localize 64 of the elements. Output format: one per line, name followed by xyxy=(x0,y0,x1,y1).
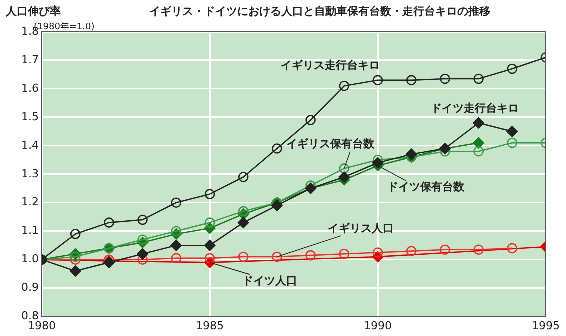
point xyxy=(339,164,350,174)
point xyxy=(204,253,216,264)
point xyxy=(104,218,114,228)
point xyxy=(474,244,484,256)
point xyxy=(473,117,484,129)
point xyxy=(272,252,282,262)
annotation: イギリス走行台キロ xyxy=(280,58,380,72)
y-tick-label: 0.9 xyxy=(22,281,39,294)
annotation: ドイツ走行台キロ xyxy=(430,102,519,115)
point xyxy=(406,75,417,86)
point xyxy=(507,64,518,74)
point xyxy=(440,74,450,84)
point xyxy=(507,243,518,254)
y-tick-label: 1.2 xyxy=(22,196,39,209)
y-tick-label: 1.7 xyxy=(22,53,39,66)
point xyxy=(338,172,350,183)
x-tick-label: 1990 xyxy=(364,319,392,332)
point xyxy=(238,172,249,182)
point xyxy=(306,115,316,126)
point xyxy=(238,252,249,262)
annotation: イギリス人口 xyxy=(328,222,394,235)
point xyxy=(170,240,182,252)
point xyxy=(138,254,148,265)
point xyxy=(171,253,182,264)
point xyxy=(238,217,250,228)
annotation: ドイツ保有台数 xyxy=(388,180,466,194)
annotation: ドイツ人口 xyxy=(242,274,298,288)
point xyxy=(70,229,81,240)
point xyxy=(137,248,148,260)
point xyxy=(406,246,417,256)
chart-title: イギリス・ドイツにおける人口と自動車保有台数・走行台キロの推移 xyxy=(150,4,490,18)
y-tick-label: 1.0 xyxy=(22,252,39,266)
x-tick-label: 1985 xyxy=(196,319,224,332)
point xyxy=(372,157,384,169)
y-tick-label: 1.5 xyxy=(22,110,39,124)
annotation: イギリス保有台数 xyxy=(286,138,376,151)
point xyxy=(272,144,282,154)
y-axis-title: 人口伸び率 xyxy=(5,4,61,18)
point xyxy=(138,214,148,226)
y-tick-label: 1.1 xyxy=(22,224,39,238)
point xyxy=(372,75,384,86)
point xyxy=(171,198,182,208)
point xyxy=(339,80,350,92)
y-tick-label: 1.6 xyxy=(22,82,39,95)
point xyxy=(473,137,484,149)
y-tick-label: 1.4 xyxy=(22,138,39,152)
point xyxy=(238,206,249,217)
point xyxy=(138,234,148,246)
point xyxy=(506,126,518,138)
point xyxy=(306,250,316,261)
point xyxy=(474,74,484,84)
point xyxy=(440,244,450,256)
point xyxy=(204,189,216,200)
point xyxy=(204,218,216,228)
point xyxy=(70,266,82,277)
point xyxy=(204,240,216,252)
y-tick-label: 1.3 xyxy=(22,167,39,180)
point xyxy=(372,248,384,258)
x-tick-label: 1995 xyxy=(532,319,560,332)
point xyxy=(70,252,81,262)
point xyxy=(339,248,350,260)
point xyxy=(474,146,484,157)
point xyxy=(507,138,518,148)
point xyxy=(171,226,182,237)
